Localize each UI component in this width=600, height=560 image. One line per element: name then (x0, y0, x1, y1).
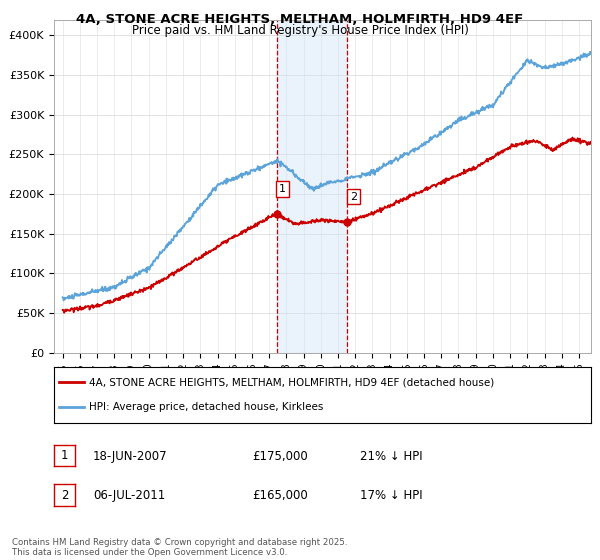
Text: 2: 2 (350, 192, 358, 202)
Text: 1: 1 (279, 184, 286, 194)
Text: 06-JUL-2011: 06-JUL-2011 (93, 489, 165, 502)
Text: 1: 1 (61, 449, 68, 463)
Text: 2: 2 (61, 488, 68, 502)
Text: 17% ↓ HPI: 17% ↓ HPI (360, 489, 422, 502)
Text: 4A, STONE ACRE HEIGHTS, MELTHAM, HOLMFIRTH, HD9 4EF: 4A, STONE ACRE HEIGHTS, MELTHAM, HOLMFIR… (76, 13, 524, 26)
Text: HPI: Average price, detached house, Kirklees: HPI: Average price, detached house, Kirk… (89, 402, 323, 412)
Text: 18-JUN-2007: 18-JUN-2007 (93, 450, 167, 463)
Text: Contains HM Land Registry data © Crown copyright and database right 2025.
This d: Contains HM Land Registry data © Crown c… (12, 538, 347, 557)
Text: £165,000: £165,000 (252, 489, 308, 502)
Text: 21% ↓ HPI: 21% ↓ HPI (360, 450, 422, 463)
Text: Price paid vs. HM Land Registry's House Price Index (HPI): Price paid vs. HM Land Registry's House … (131, 24, 469, 36)
Text: 4A, STONE ACRE HEIGHTS, MELTHAM, HOLMFIRTH, HD9 4EF (detached house): 4A, STONE ACRE HEIGHTS, MELTHAM, HOLMFIR… (89, 377, 494, 388)
Text: £175,000: £175,000 (252, 450, 308, 463)
Bar (277, 20, 347, 353)
